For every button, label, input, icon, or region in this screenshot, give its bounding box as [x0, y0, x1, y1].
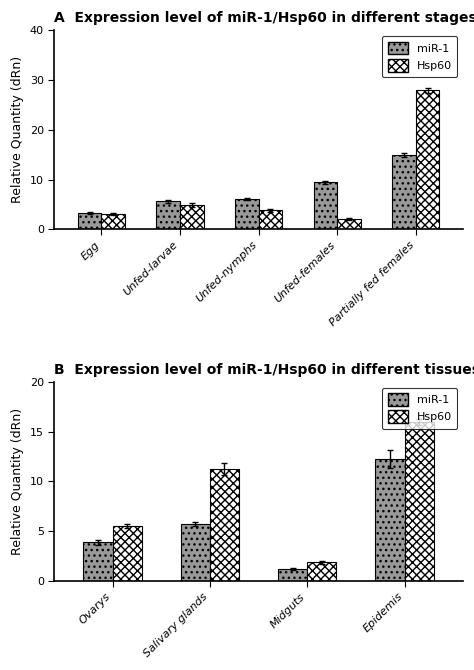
Bar [83, 542, 113, 581]
Y-axis label: Relative Quantity (dRn): Relative Quantity (dRn) [11, 56, 24, 204]
Bar [156, 201, 180, 229]
Bar [392, 155, 416, 229]
Bar [307, 562, 337, 581]
Bar [416, 90, 439, 229]
Y-axis label: Relative Quantity (dRn): Relative Quantity (dRn) [11, 408, 24, 555]
Legend: miR-1, Hsp60: miR-1, Hsp60 [382, 36, 457, 77]
Bar [181, 524, 210, 581]
Bar [404, 422, 434, 581]
Bar [78, 214, 101, 229]
Text: B  Expression level of miR-1/Hsp60 in different tissues: B Expression level of miR-1/Hsp60 in dif… [54, 362, 474, 377]
Bar [258, 210, 282, 229]
Bar [235, 199, 258, 229]
Bar [210, 468, 239, 581]
Bar [375, 458, 404, 581]
Bar [180, 205, 203, 229]
Bar [314, 182, 337, 229]
Bar [113, 526, 142, 581]
Bar [101, 214, 125, 229]
Bar [278, 569, 307, 581]
Legend: miR-1, Hsp60: miR-1, Hsp60 [382, 387, 457, 429]
Text: A  Expression level of miR-1/Hsp60 in different stages: A Expression level of miR-1/Hsp60 in dif… [54, 11, 474, 25]
Bar [337, 219, 361, 229]
